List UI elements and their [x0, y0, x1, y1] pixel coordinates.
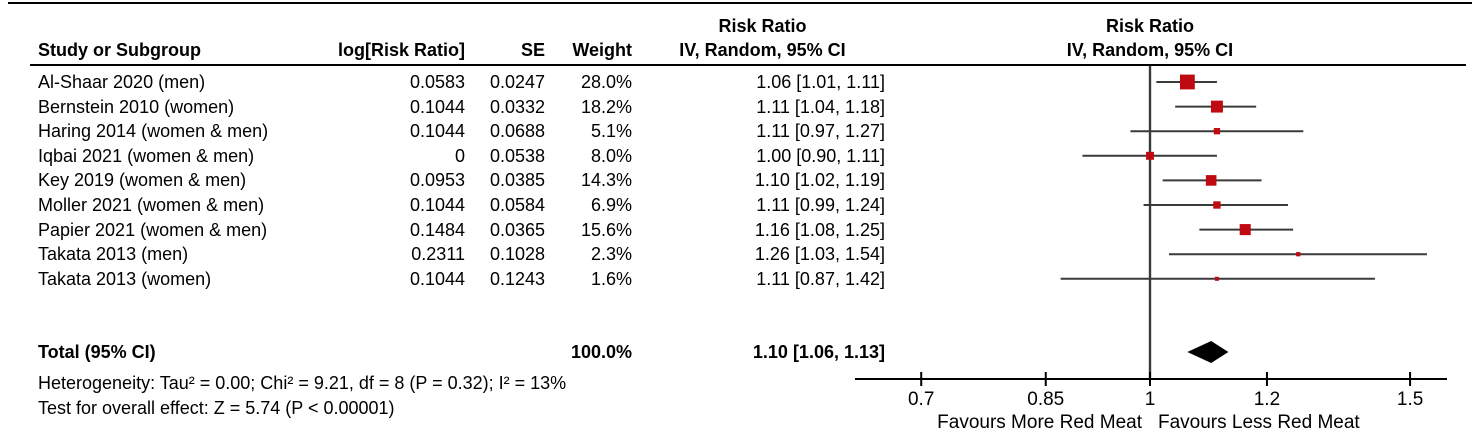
study-ci-text: 1.11 [0.97, 1.27]	[756, 121, 885, 142]
study-ci-text: 1.10 [1.02, 1.19]	[754, 170, 885, 191]
study-weight: 18.2%	[580, 96, 632, 117]
tick-label: 1.5	[1397, 389, 1423, 410]
study-weight: 8.0%	[590, 145, 632, 166]
study-se: 0.0584	[489, 195, 545, 215]
study-weight: 15.6%	[580, 219, 632, 240]
study-ci-text: 1.11 [0.87, 1.42]	[756, 268, 885, 289]
effect-marker	[1210, 100, 1223, 113]
table-risk-ratio-header: Risk Ratio	[718, 16, 807, 36]
tick-label: 0.85	[1027, 389, 1064, 410]
study-se: 0.0538	[489, 145, 545, 166]
study-se: 0.1028	[489, 244, 545, 265]
study-log-rr: 0.1044	[409, 121, 465, 142]
study-log-rr: 0.1484	[409, 219, 465, 240]
plot-ci-header: IV, Random, 95% CI	[1066, 40, 1234, 60]
overall-effect-text: Test for overall effect: Z = 5.74 (P < 0…	[38, 398, 395, 418]
study-ci-text: 1.11 [0.99, 1.24]	[756, 195, 885, 215]
study-ci-text: 1.26 [1.03, 1.54]	[754, 244, 885, 265]
tick-label: 1.2	[1254, 389, 1280, 410]
effect-marker	[1296, 252, 1301, 257]
study-weight: 2.3%	[590, 244, 632, 265]
effect-marker	[1179, 74, 1195, 90]
column-header-study: Study or Subgroup	[38, 40, 201, 60]
study-log-rr: 0.1044	[409, 96, 465, 117]
effect-marker	[1213, 128, 1221, 135]
tick-label: 0.7	[908, 389, 934, 410]
tick-label: 1	[1145, 389, 1156, 410]
favours-left-label: Favours More Red Meat	[937, 412, 1143, 433]
plot-risk-ratio-header: Risk Ratio	[1105, 16, 1195, 36]
effect-marker	[1214, 276, 1219, 281]
study-name: Iqbai 2021 (women & men)	[38, 145, 255, 166]
study-se: 0.0688	[489, 121, 545, 142]
study-weight: 14.3%	[580, 170, 632, 191]
study-ci-text: 1.00 [0.90, 1.11]	[756, 145, 885, 166]
effect-marker	[1213, 201, 1221, 209]
study-name: Al-Shaar 2020 (men)	[38, 72, 206, 92]
study-name: Takata 2013 (men)	[38, 244, 189, 265]
study-weight: 1.6%	[590, 268, 632, 289]
total-ci-text: 1.10 [1.06, 1.13]	[752, 342, 885, 362]
study-ci-text: 1.16 [1.08, 1.25]	[754, 219, 885, 240]
study-se: 0.0365	[489, 219, 545, 240]
study-log-rr: 0.1044	[409, 268, 465, 289]
column-header-se: SE	[520, 40, 545, 60]
study-se: 0.1243	[489, 268, 545, 289]
total-weight: 100.0%	[570, 342, 632, 362]
study-weight: 6.9%	[590, 195, 632, 215]
column-header-ci: IV, Random, 95% CI	[679, 40, 846, 60]
study-ci-text: 1.11 [1.04, 1.18]	[756, 96, 885, 117]
study-log-rr: 0.1044	[409, 195, 465, 215]
effect-marker	[1239, 224, 1251, 236]
study-ci-text: 1.06 [1.01, 1.11]	[756, 72, 885, 92]
study-name: Papier 2021 (women & men)	[38, 219, 268, 240]
header-rule	[30, 64, 1466, 66]
study-se: 0.0332	[489, 96, 545, 117]
study-name: Haring 2014 (women & men)	[38, 121, 269, 142]
effect-marker	[1146, 151, 1154, 160]
effect-marker	[1205, 175, 1217, 186]
top-rule	[8, 2, 1472, 4]
study-log-rr: 0.0953	[409, 170, 465, 191]
favours-right-label: Favours Less Red Meat	[1158, 412, 1360, 433]
study-se: 0.0385	[489, 170, 545, 191]
study-name: Takata 2013 (women)	[38, 268, 212, 289]
summary-diamond	[1187, 341, 1229, 363]
study-weight: 28.0%	[580, 72, 632, 92]
study-log-rr: 0.0583	[409, 72, 465, 92]
column-header-log-risk-ratio: log[Risk Ratio]	[337, 40, 465, 60]
column-header-weight: Weight	[572, 40, 632, 60]
study-log-rr: 0.2311	[411, 244, 465, 265]
total-label: Total (95% CI)	[38, 342, 156, 362]
study-name: Bernstein 2010 (women)	[38, 96, 235, 117]
study-log-rr: 0	[454, 145, 465, 166]
study-se: 0.0247	[489, 72, 545, 92]
study-name: Moller 2021 (women & men)	[38, 195, 265, 215]
study-name: Key 2019 (women & men)	[38, 170, 247, 191]
study-weight: 5.1%	[590, 121, 632, 142]
heterogeneity-text: Heterogeneity: Tau² = 0.00; Chi² = 9.21,…	[38, 373, 567, 393]
